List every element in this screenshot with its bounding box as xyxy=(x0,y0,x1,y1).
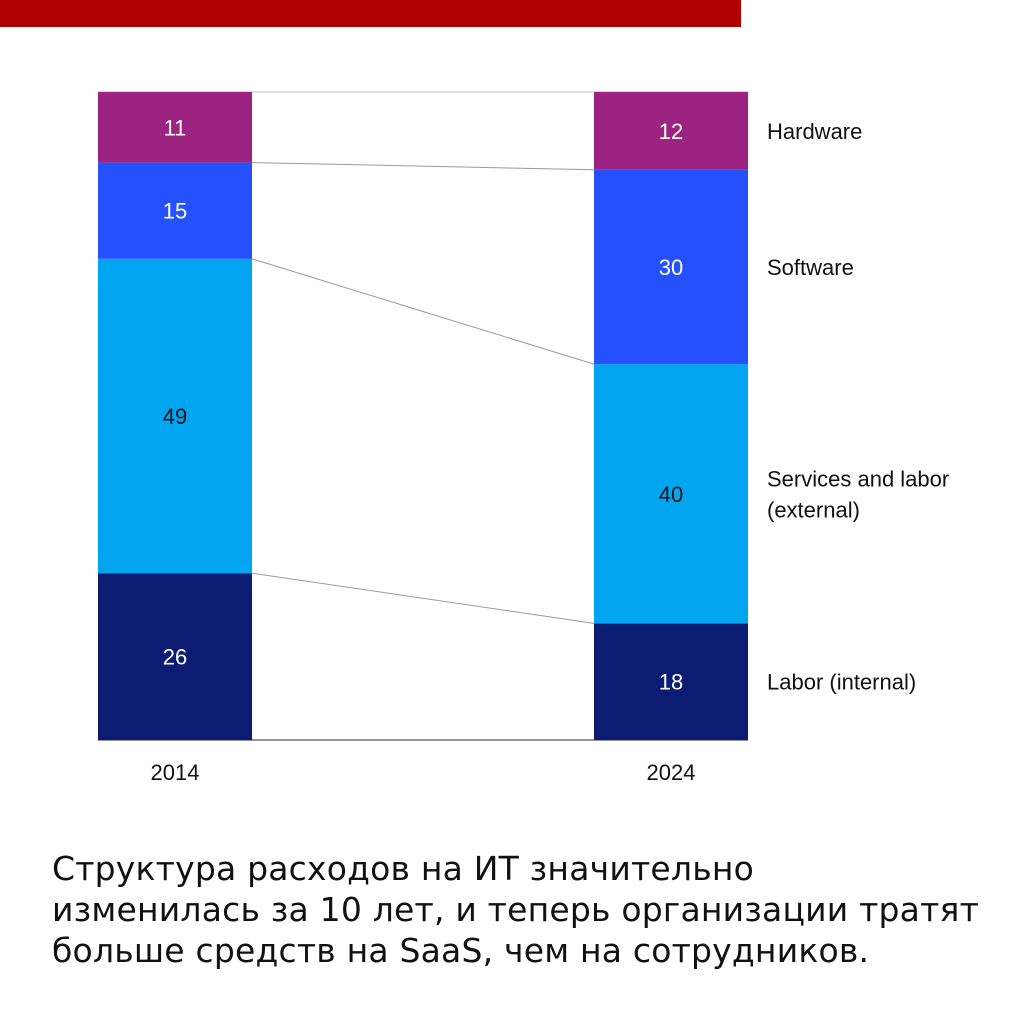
caption: Структура расходов на ИТ значительно изм… xyxy=(52,848,1012,971)
bar-2014-hardware xyxy=(98,92,252,163)
accent-bar xyxy=(0,0,741,27)
legend-label-software: Software xyxy=(767,255,854,280)
x-tick-label-2024: 2024 xyxy=(647,760,696,785)
data-label-2024-software: 30 xyxy=(659,255,683,280)
connector-line-software xyxy=(251,162,595,171)
stacked-bar-chart: 26 49 15 11 2014 18 40 30 12 2024 Labor (internal)… xyxy=(98,91,949,785)
bar-2014-services-and-labor-external xyxy=(98,258,252,574)
bar-2024-hardware xyxy=(594,92,748,170)
legend-label-hardware: Hardware xyxy=(767,119,862,144)
connector-line-labor-internal xyxy=(251,572,595,624)
bar-2024-services-and-labor-external xyxy=(594,364,748,624)
data-label-2024-services-and-labor-external: 40 xyxy=(659,482,683,507)
bar-2024-software xyxy=(594,169,748,365)
data-label-2014-labor-internal: 26 xyxy=(163,645,187,670)
data-label-2014-services-and-labor-external: 49 xyxy=(163,404,187,429)
bar-2014-software xyxy=(98,162,252,259)
data-label-2014-hardware: 11 xyxy=(164,115,187,140)
x-tick-label-2014: 2014 xyxy=(151,760,200,785)
data-label-2024-hardware: 12 xyxy=(659,119,683,144)
data-label-2024-labor-internal: 18 xyxy=(659,670,683,695)
bar-2014-labor-internal xyxy=(98,573,252,740)
connector-line-services-and-labor-external xyxy=(251,258,595,365)
caption-line-2: изменилась за 10 лет, и теперь организац… xyxy=(52,890,980,929)
bar-2024-labor-internal xyxy=(594,623,748,740)
legend-label-labor-internal: Labor (internal) xyxy=(767,670,916,695)
legend-label-services-and-labor-external: Services and labor (external) xyxy=(767,466,949,522)
caption-line-1: Структура расходов на ИТ значительно xyxy=(52,849,755,888)
data-label-2014-software: 15 xyxy=(163,199,187,224)
caption-line-3: больше средств на SaaS, чем на сотрудник… xyxy=(52,931,870,970)
